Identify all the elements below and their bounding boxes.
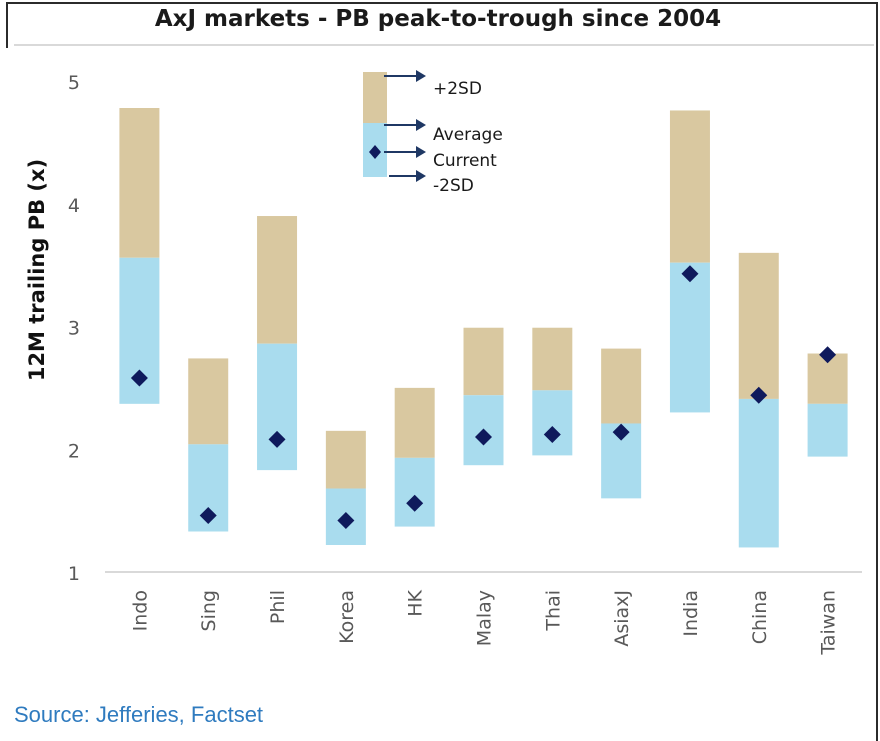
category-label-india: India (680, 590, 702, 637)
y-tick-label: 1 (68, 563, 80, 585)
legend-label-plus2sd: +2SD (433, 79, 482, 99)
y-axis-label: 12M trailing PB (x) (25, 159, 49, 381)
bar-upper-band-korea (325, 430, 366, 489)
current-marker-phil (268, 430, 286, 448)
bar-lower-band-taiwan (807, 403, 848, 457)
legend-arrowhead-average (416, 119, 426, 131)
current-marker-india (681, 265, 699, 283)
bar-upper-band-china (738, 252, 779, 399)
current-marker-korea (337, 511, 355, 529)
legend-current-marker (369, 145, 381, 159)
current-marker-taiwan (819, 346, 837, 364)
bar-upper-band-sing (188, 358, 229, 445)
current-marker-sing (199, 507, 217, 525)
legend-arrowhead-current (416, 146, 426, 158)
y-tick-label: 4 (68, 195, 80, 217)
current-marker-asiaxj (612, 423, 630, 441)
legend-arrowhead-minus2sd (416, 170, 426, 182)
current-marker-china (750, 386, 768, 404)
bar-upper-band-india (669, 110, 710, 263)
legend-upper-swatch (363, 72, 387, 123)
bar-lower-band-china (738, 398, 779, 548)
frame-top-border (6, 2, 876, 4)
chart-title: AxJ markets - PB peak-to-trough since 20… (154, 6, 722, 32)
bar-lower-band-hk (394, 457, 435, 527)
category-label-china: China (749, 590, 771, 644)
bar-lower-band-india (669, 262, 710, 413)
y-axis-ticks: 1 2 3 4 5 (68, 72, 80, 585)
legend-arrowhead-plus2sd (416, 70, 426, 82)
bar-lower-band-thai (532, 390, 573, 456)
frame-left-border (6, 2, 8, 48)
category-labels: Indo Sing Phil Korea HK Malay Thai AsiaxJ India C… (129, 589, 839, 655)
category-label-indo: Indo (129, 590, 151, 631)
legend: +2SD Average Current -2SD (363, 70, 503, 196)
category-label-hk: HK (405, 589, 427, 616)
category-label-phil: Phil (267, 590, 289, 624)
category-label-malay: Malay (474, 590, 496, 646)
frame-right-border (876, 2, 878, 741)
bar-upper-band-phil (257, 216, 298, 344)
current-marker-malay (475, 428, 492, 446)
bar-upper-band-thai (532, 327, 573, 391)
title-divider (14, 44, 874, 46)
source-note: Source: Jefferies, Factset (14, 702, 264, 727)
bar-upper-band-indo (119, 108, 160, 258)
bar-lower-band-phil (257, 343, 298, 471)
category-label-asiaxj: AsiaxJ (611, 590, 633, 647)
category-label-taiwan: Taiwan (818, 590, 840, 656)
legend-label-average: Average (433, 125, 503, 145)
category-label-thai: Thai (542, 590, 564, 632)
y-tick-label: 2 (68, 440, 80, 462)
y-tick-label: 3 (68, 318, 80, 340)
current-marker-hk (406, 494, 424, 512)
current-marker-thai (543, 426, 561, 444)
bar-series (119, 108, 848, 548)
category-label-korea: Korea (336, 590, 358, 644)
y-tick-label: 5 (68, 72, 80, 94)
current-markers (130, 265, 837, 529)
bar-upper-band-malay (463, 327, 504, 396)
legend-label-current: Current (433, 151, 497, 171)
category-label-sing: Sing (198, 590, 220, 631)
legend-label-minus2sd: -2SD (433, 176, 474, 196)
current-marker-indo (130, 369, 148, 387)
bar-upper-band-hk (394, 387, 435, 458)
bar-upper-band-asiaxj (601, 348, 642, 424)
